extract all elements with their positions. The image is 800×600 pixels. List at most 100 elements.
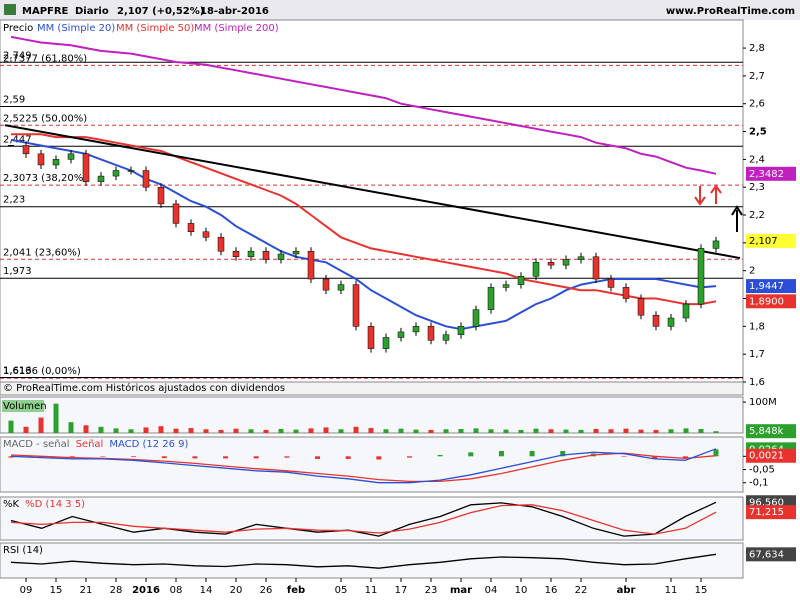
candle [292, 250, 300, 255]
panel-title-bg [2, 400, 44, 412]
moving-average [10, 138, 717, 331]
candle [52, 159, 60, 166]
bar [383, 429, 389, 433]
value-box-label: 1,8900 [749, 296, 784, 307]
price-panel [0, 19, 744, 383]
y-tick-label: 2,3 [749, 182, 765, 193]
legend-entry: MACD - señal [3, 439, 70, 450]
bar [293, 429, 299, 433]
bar [498, 451, 504, 457]
legend-entry: MM (Simple 50) [116, 23, 194, 34]
bar [437, 454, 443, 457]
bar [38, 417, 44, 433]
candle [592, 256, 600, 280]
level-label: 2,23 [3, 195, 25, 206]
value-box-label: 67,634 [749, 549, 784, 560]
x-tick-label: 22 [575, 585, 588, 596]
indicator-line [10, 448, 717, 484]
candle [637, 298, 645, 316]
bar [518, 429, 524, 433]
bar [173, 428, 179, 433]
level-label: 2,749 [3, 50, 32, 61]
bar [284, 456, 290, 458]
x-tick-label: 2016 [132, 585, 160, 596]
candle [712, 240, 720, 249]
bar [315, 456, 321, 459]
panel-title: Volumen [3, 401, 47, 412]
level-label: 2,3073 (38,20%) [3, 173, 87, 184]
ticker-icon [4, 4, 16, 15]
candle [322, 278, 330, 291]
value-box [746, 424, 796, 439]
candle [127, 170, 135, 172]
indicator-line [10, 504, 717, 535]
value-box-label: 1,9447 [749, 281, 784, 292]
bar [368, 428, 374, 433]
site: www.ProRealTime.com [666, 6, 795, 17]
bar [443, 429, 449, 433]
x-tick-label: 11 [365, 585, 378, 596]
value-box [746, 294, 796, 309]
level-label: 2,5225 (50,00%) [3, 113, 87, 124]
candle [457, 326, 465, 335]
bar [683, 428, 689, 433]
bar [278, 428, 284, 433]
bar [158, 426, 164, 433]
bar [53, 403, 59, 433]
bar [338, 429, 344, 433]
candle [607, 278, 615, 288]
y-tick-label: 2,4 [749, 154, 765, 165]
bar [608, 429, 614, 433]
indicator-line [10, 501, 717, 537]
bar [653, 429, 659, 433]
candle [532, 262, 540, 277]
bar [188, 428, 194, 433]
bar [323, 427, 329, 433]
bar [8, 456, 14, 458]
candle [142, 170, 150, 188]
bar [248, 429, 254, 433]
x-tick-label: 17 [395, 585, 408, 596]
top-bar [0, 0, 800, 20]
candle [307, 250, 315, 280]
bar [23, 426, 29, 433]
candle [367, 326, 375, 349]
bar [473, 428, 479, 433]
candle [652, 314, 660, 327]
legend-entry: %K [3, 499, 20, 510]
candle [187, 223, 195, 232]
x-tick-label: 10 [515, 585, 528, 596]
y-tick-label: 2,7 [749, 71, 765, 82]
value-box [746, 233, 796, 248]
candle [22, 145, 30, 155]
candle [277, 253, 285, 260]
bar [128, 429, 134, 433]
bar [560, 451, 566, 457]
x-tick-label: feb [287, 585, 305, 596]
y-tick-label: 1,6 [749, 377, 765, 388]
candle [472, 309, 480, 327]
level-label: 2,59 [3, 95, 25, 106]
bar [192, 456, 198, 459]
candle [412, 326, 420, 333]
candle [547, 262, 555, 266]
y-tick-label: 2,2 [749, 210, 765, 221]
marks: 2,82,72,62,52,42,32,22,121,91,81,71,62,7… [0, 23, 796, 596]
bar [398, 428, 404, 433]
y-tick-label: 1,8 [749, 321, 765, 332]
candle [517, 276, 525, 285]
bar [131, 456, 137, 458]
bar [233, 428, 239, 433]
level-label: 2,7377 (61,80%) [3, 53, 87, 64]
value-box-label: 96,560 [749, 497, 784, 508]
bar [263, 429, 269, 433]
candle [337, 284, 345, 291]
y-tick-label: -0,05 [749, 465, 775, 476]
legend-entry: Señal [76, 439, 104, 450]
bar [376, 456, 382, 460]
legend-entry: RSI (14) [3, 545, 43, 556]
bar [713, 449, 719, 457]
bar [652, 456, 658, 459]
